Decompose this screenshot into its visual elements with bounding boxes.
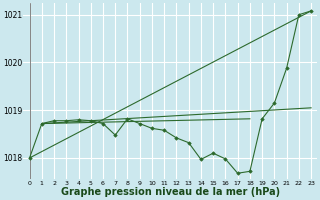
X-axis label: Graphe pression niveau de la mer (hPa): Graphe pression niveau de la mer (hPa) xyxy=(61,187,280,197)
